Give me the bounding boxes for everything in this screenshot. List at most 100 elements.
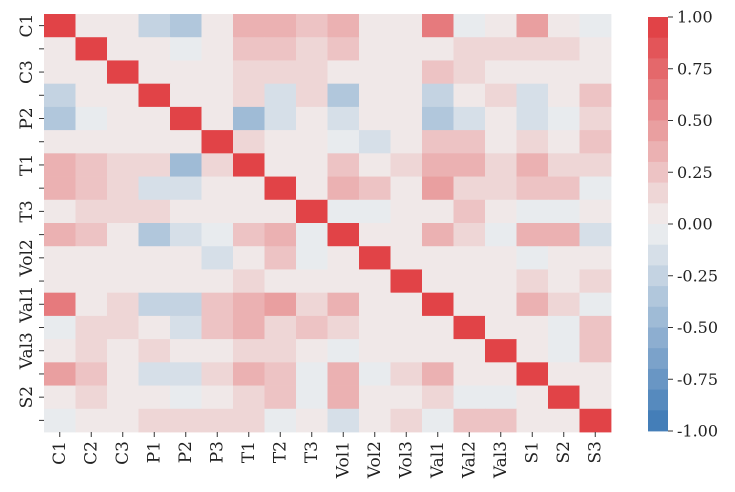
- heatmap-cell: [485, 223, 517, 247]
- heatmap-cell: [422, 106, 454, 131]
- heatmap-cell: [453, 106, 486, 131]
- heatmap-cell: [579, 83, 612, 108]
- heatmap-cell: [422, 339, 454, 363]
- heatmap-cell: [359, 315, 391, 340]
- heatmap-cell: [170, 269, 202, 294]
- x-tick-label: T3: [302, 441, 322, 463]
- heatmap-cell: [264, 176, 297, 201]
- heatmap-cell: [390, 176, 423, 201]
- heatmap-cell: [548, 269, 580, 294]
- y-tick-label: T3: [17, 200, 37, 222]
- colorbar-tick-label: 0.00: [677, 215, 713, 234]
- heatmap-cell: [453, 199, 486, 224]
- heatmap-cell: [485, 60, 517, 85]
- heatmap-cell: [201, 153, 234, 177]
- heatmap-cell: [107, 385, 139, 410]
- heatmap-cell: [548, 223, 580, 247]
- heatmap-cell: [296, 339, 328, 363]
- heatmap-cell: [170, 199, 202, 224]
- heatmap-cell: [327, 106, 360, 131]
- x-tick-label: Val2: [459, 441, 479, 479]
- heatmap-cell: [201, 199, 234, 224]
- heatmap-cell: [233, 83, 265, 108]
- colorbar: [648, 17, 668, 432]
- colorbar-tick-label: -1.00: [677, 422, 718, 441]
- heatmap-cell: [201, 37, 234, 61]
- heatmap-cell: [516, 315, 549, 340]
- heatmap-cells: [44, 14, 612, 433]
- heatmap-cell: [170, 385, 202, 410]
- heatmap-cell: [327, 339, 360, 363]
- heatmap-cell: [138, 60, 171, 85]
- colorbar-segment: [648, 327, 668, 349]
- heatmap-cell: [453, 292, 486, 317]
- colorbar-tick-label: 0.25: [677, 163, 713, 182]
- heatmap-cell: [579, 385, 612, 410]
- heatmap-cell: [233, 60, 265, 85]
- heatmap-cell: [453, 385, 486, 410]
- heatmap-cell: [107, 269, 139, 294]
- heatmap-cell: [579, 246, 612, 270]
- heatmap-cell: [516, 83, 549, 108]
- heatmap-cell: [44, 246, 76, 270]
- x-tick-label: Val1: [428, 441, 448, 479]
- heatmap-cell: [75, 223, 108, 247]
- heatmap-cell: [422, 176, 454, 201]
- heatmap-cell: [390, 153, 423, 177]
- heatmap-cell: [44, 130, 76, 154]
- heatmap-cell: [44, 408, 76, 433]
- heatmap-cell: [138, 223, 171, 247]
- heatmap-cell: [516, 199, 549, 224]
- heatmap-cell: [453, 339, 486, 363]
- heatmap-cell: [422, 130, 454, 154]
- heatmap-cell: [579, 408, 612, 433]
- colorbar-segment: [648, 286, 668, 308]
- heatmap-cell: [485, 362, 517, 386]
- heatmap-cell: [296, 246, 328, 270]
- heatmap-cell: [296, 223, 328, 247]
- heatmap-cell: [327, 199, 360, 224]
- y-axis-ticks: C1 C3 P2 T1 T3 Vol2 Val1 Val3 S2: [17, 14, 44, 421]
- x-tick-label: C2: [81, 441, 101, 465]
- heatmap-cell: [296, 130, 328, 154]
- heatmap-cell: [453, 315, 486, 340]
- heatmap-cell: [390, 246, 423, 270]
- heatmap-cell: [327, 269, 360, 294]
- heatmap-cell: [296, 106, 328, 131]
- heatmap-cell: [579, 315, 612, 340]
- heatmap-cell: [548, 292, 580, 317]
- heatmap-cell: [44, 14, 76, 38]
- heatmap-cell: [201, 14, 234, 38]
- heatmap-cell: [107, 37, 139, 61]
- heatmap-cell: [264, 223, 297, 247]
- heatmap-cell: [579, 37, 612, 61]
- heatmap-cell: [453, 14, 486, 38]
- heatmap-cell: [138, 385, 171, 410]
- heatmap-cell: [390, 37, 423, 61]
- heatmap-cell: [296, 385, 328, 410]
- heatmap-cell: [390, 130, 423, 154]
- heatmap-cell: [107, 14, 139, 38]
- heatmap-cell: [44, 37, 76, 61]
- heatmap-cell: [75, 37, 108, 61]
- heatmap-cell: [390, 14, 423, 38]
- heatmap-cell: [75, 106, 108, 131]
- heatmap-cell: [107, 176, 139, 201]
- heatmap-cell: [201, 83, 234, 108]
- heatmap-cell: [327, 130, 360, 154]
- heatmap-cell: [201, 362, 234, 386]
- heatmap-cell: [75, 315, 108, 340]
- heatmap-cell: [296, 408, 328, 433]
- heatmap-cell: [138, 14, 171, 38]
- heatmap-cell: [264, 246, 297, 270]
- heatmap-cell: [485, 315, 517, 340]
- heatmap-cell: [485, 176, 517, 201]
- heatmap-cell: [327, 176, 360, 201]
- heatmap-cell: [107, 60, 139, 85]
- heatmap-cell: [138, 37, 171, 61]
- x-tick-label: T1: [239, 441, 259, 463]
- heatmap-cell: [516, 292, 549, 317]
- heatmap-cell: [44, 385, 76, 410]
- x-tick-label: S2: [554, 441, 574, 463]
